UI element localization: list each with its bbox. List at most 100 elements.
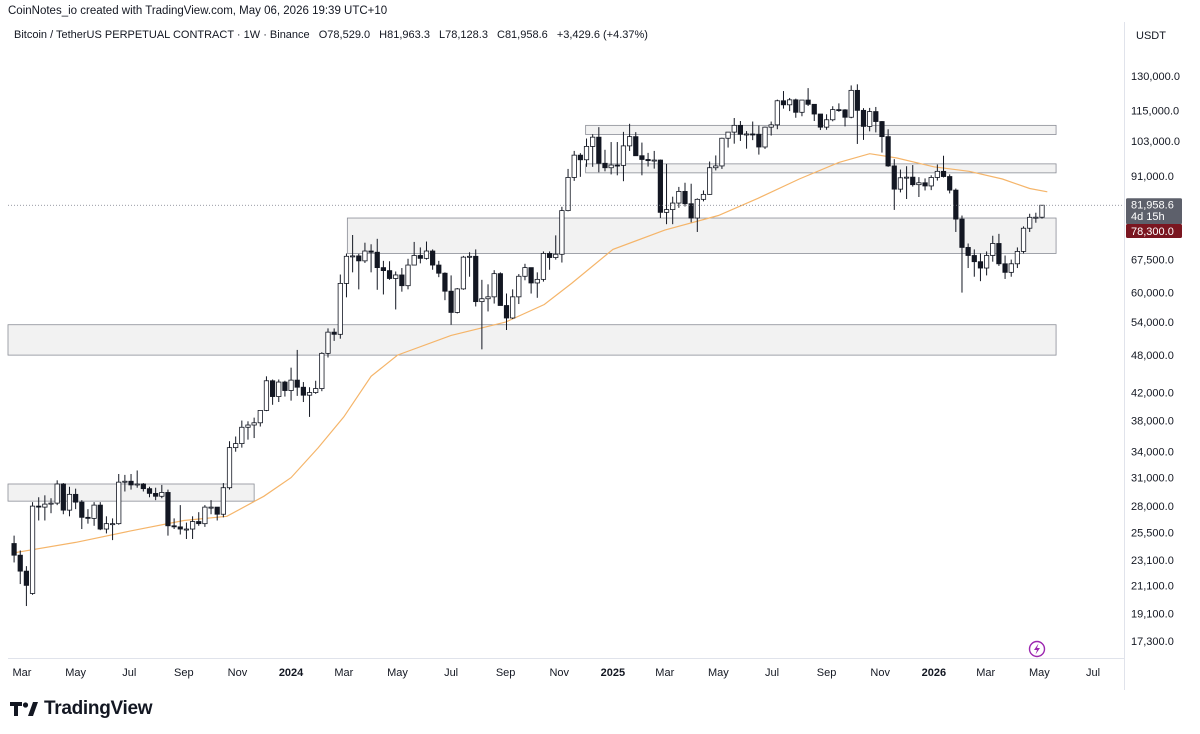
candle[interactable] — [159, 484, 165, 499]
candle[interactable] — [990, 235, 996, 262]
candle[interactable] — [430, 249, 436, 270]
candle[interactable] — [787, 97, 793, 112]
candle[interactable] — [608, 142, 614, 175]
candle[interactable] — [510, 289, 516, 320]
candle[interactable] — [1027, 213, 1033, 232]
candle[interactable] — [233, 436, 239, 452]
candle[interactable] — [860, 108, 867, 140]
candle[interactable] — [79, 500, 85, 530]
candle[interactable] — [750, 121, 756, 141]
moving-average-line[interactable] — [13, 153, 1048, 554]
candle[interactable] — [614, 142, 620, 176]
candle[interactable] — [417, 247, 423, 264]
candle[interactable] — [842, 109, 848, 127]
candle[interactable] — [546, 251, 553, 270]
candle[interactable] — [473, 249, 479, 307]
bolt-icon[interactable] — [1028, 640, 1046, 658]
candle[interactable] — [891, 159, 897, 210]
candle[interactable] — [559, 206, 565, 263]
candle[interactable] — [239, 420, 245, 448]
candle[interactable] — [916, 177, 922, 198]
candle[interactable] — [73, 488, 79, 510]
zone-rect-2[interactable] — [7, 324, 1057, 356]
candle[interactable] — [257, 410, 263, 427]
candle[interactable] — [793, 98, 799, 118]
candle[interactable] — [756, 125, 762, 155]
candle[interactable] — [448, 275, 454, 325]
candle[interactable] — [122, 474, 128, 492]
candle[interactable] — [817, 113, 824, 131]
candle[interactable] — [208, 500, 214, 515]
candle[interactable] — [48, 498, 54, 514]
candle[interactable] — [36, 497, 42, 521]
candle[interactable] — [288, 367, 294, 401]
candle[interactable] — [811, 103, 817, 122]
candle[interactable] — [116, 474, 122, 525]
candle[interactable] — [146, 486, 153, 498]
candle[interactable] — [651, 150, 657, 169]
candle[interactable] — [953, 188, 959, 232]
candle[interactable] — [590, 134, 596, 167]
candle[interactable] — [1020, 226, 1027, 254]
candle[interactable] — [688, 183, 694, 223]
candle[interactable] — [350, 234, 356, 273]
candle[interactable] — [799, 99, 805, 117]
candle[interactable] — [270, 379, 276, 405]
candle[interactable] — [977, 253, 984, 282]
candle[interactable] — [294, 349, 300, 396]
candle[interactable] — [1008, 259, 1014, 277]
candle[interactable] — [620, 131, 627, 182]
candle[interactable] — [165, 489, 171, 536]
candle[interactable] — [1014, 247, 1020, 269]
candle[interactable] — [171, 518, 177, 530]
candle[interactable] — [737, 121, 743, 141]
candle[interactable] — [700, 190, 707, 202]
candle[interactable] — [947, 174, 953, 194]
candle[interactable] — [214, 506, 220, 521]
candle[interactable] — [134, 470, 140, 488]
candle[interactable] — [245, 421, 251, 440]
candle[interactable] — [85, 509, 91, 524]
candle[interactable] — [306, 387, 313, 417]
candle[interactable] — [571, 150, 577, 181]
candle[interactable] — [60, 483, 66, 515]
candle[interactable] — [663, 163, 670, 225]
candle[interactable] — [325, 328, 331, 358]
candle[interactable] — [177, 505, 183, 535]
candle[interactable] — [540, 251, 547, 282]
candle[interactable] — [928, 175, 934, 191]
candle[interactable] — [780, 91, 787, 109]
candle[interactable] — [393, 271, 399, 310]
candle[interactable] — [823, 114, 830, 130]
candle[interactable] — [602, 149, 608, 172]
candle[interactable] — [380, 260, 386, 295]
marked-level-tag[interactable]: 78,300.0 — [1126, 224, 1182, 239]
candle[interactable] — [596, 127, 602, 173]
candle[interactable] — [633, 132, 639, 157]
candle[interactable] — [713, 155, 719, 171]
candle[interactable] — [442, 272, 448, 301]
candle[interactable] — [91, 502, 97, 526]
candle[interactable] — [109, 518, 116, 541]
candle[interactable] — [399, 268, 405, 292]
candle[interactable] — [670, 196, 676, 225]
candle[interactable] — [528, 267, 534, 294]
candle[interactable] — [934, 164, 940, 181]
candle[interactable] — [682, 182, 688, 207]
candle[interactable] — [996, 233, 1002, 266]
candle[interactable] — [565, 168, 571, 212]
candle[interactable] — [848, 85, 854, 119]
candle[interactable] — [276, 379, 282, 403]
candle[interactable] — [707, 161, 713, 195]
tradingview-logo[interactable]: TradingView — [10, 698, 153, 720]
candle[interactable] — [128, 474, 134, 490]
candle[interactable] — [577, 153, 583, 177]
candle[interactable] — [639, 142, 645, 176]
candle[interactable] — [522, 263, 528, 281]
candle[interactable] — [854, 84, 860, 144]
candle[interactable] — [984, 251, 990, 276]
candle[interactable] — [23, 566, 29, 607]
candle[interactable] — [897, 169, 904, 193]
candle[interactable] — [676, 186, 682, 208]
candle[interactable] — [694, 198, 700, 232]
